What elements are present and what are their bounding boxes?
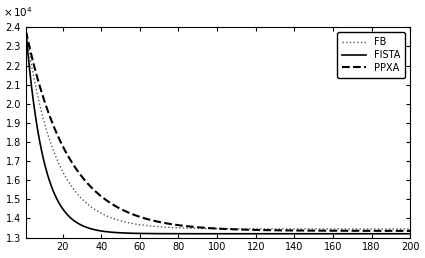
Line: FB: FB [26, 31, 410, 229]
FB [95, 209, 100, 213]
PPXA [47, 113, 52, 116]
FB [408, 228, 413, 231]
FISTA [95, 229, 100, 232]
Text: $\times\,10^4$: $\times\,10^4$ [3, 5, 33, 19]
FB [375, 228, 380, 231]
FB [23, 30, 28, 33]
PPXA [375, 229, 380, 232]
FISTA [375, 232, 380, 235]
FISTA [126, 232, 131, 235]
FB [47, 137, 52, 140]
FISTA [408, 232, 413, 235]
Line: PPXA: PPXA [26, 31, 410, 231]
Legend: FB, FISTA, PPXA: FB, FISTA, PPXA [337, 32, 405, 78]
PPXA [95, 191, 100, 195]
FB [39, 110, 44, 113]
PPXA [23, 30, 28, 33]
PPXA [408, 229, 413, 232]
FB [388, 228, 394, 231]
FB [126, 221, 131, 224]
Line: FISTA: FISTA [26, 31, 410, 234]
PPXA [126, 211, 131, 214]
PPXA [388, 229, 394, 232]
FISTA [47, 178, 52, 181]
FISTA [388, 232, 394, 235]
FISTA [23, 30, 28, 33]
FISTA [39, 148, 44, 151]
PPXA [39, 90, 44, 93]
